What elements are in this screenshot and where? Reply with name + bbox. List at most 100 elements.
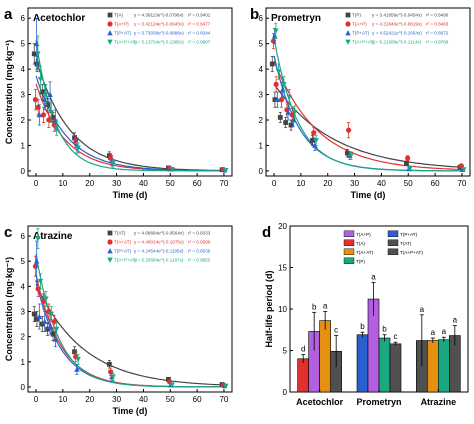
- data-point: [35, 286, 41, 292]
- y-tick-label: 15: [278, 264, 287, 273]
- legend-entry: T(A+P+AT): [114, 258, 137, 263]
- data-point: [273, 28, 279, 34]
- data-point: [36, 112, 43, 118]
- y-axis-label: Concentration (mg·kg⁻¹): [4, 257, 14, 361]
- bar: [438, 339, 450, 393]
- legend-equation: y = 5.13724e^(-0.1385x): [134, 40, 184, 45]
- data-point: [50, 115, 56, 120]
- x-tick-label: 20: [323, 179, 332, 188]
- data-point: [288, 122, 294, 128]
- legend-marker: [107, 21, 113, 27]
- bar: [319, 320, 331, 393]
- legend-equation: y = 4.52421e^(-0.1054x): [372, 31, 422, 36]
- y-tick-label: 4: [21, 65, 26, 74]
- data-point: [106, 361, 112, 367]
- series-0: [31, 43, 225, 173]
- data-point: [407, 165, 413, 172]
- y-tick-label: 6: [259, 14, 264, 23]
- data-point: [344, 150, 350, 156]
- y-tick-label: 3: [21, 308, 26, 317]
- data-point: [223, 168, 229, 174]
- panel-letter: a: [4, 6, 13, 23]
- y-tick-label: 3: [21, 91, 26, 100]
- fit-curve-0: [35, 283, 224, 386]
- legend-equation: y = 4.24544e^(-0.1105x): [134, 249, 184, 254]
- y-tick-label: 5: [21, 40, 26, 49]
- y-tick-label: 1: [21, 141, 26, 150]
- legend-entry: T(P+AT): [114, 249, 132, 254]
- data-point: [277, 115, 283, 120]
- legend-r2: r² = 0.8344: [188, 31, 211, 36]
- data-point: [35, 236, 41, 242]
- x-tick-label: 70: [219, 179, 228, 188]
- legend-r2: r² = 0.9401: [188, 13, 211, 18]
- x-tick-label: 50: [166, 179, 175, 188]
- fit-curve-3: [35, 40, 224, 172]
- series-3: [273, 22, 467, 173]
- data-point: [270, 38, 277, 44]
- legend-swatch: [343, 230, 355, 238]
- y-tick-label: 3: [259, 91, 264, 100]
- legend-marker: [107, 39, 113, 45]
- significance-label: a: [323, 301, 328, 310]
- x-tick-label: 50: [166, 395, 175, 404]
- data-point: [274, 96, 281, 103]
- panel-title: Prometryn: [271, 13, 321, 24]
- data-point: [169, 382, 175, 388]
- data-point: [46, 117, 52, 123]
- data-point: [106, 153, 112, 159]
- data-point: [32, 263, 39, 269]
- legend-swatch: [387, 239, 399, 247]
- legend-entry: T(A+P+AT): [400, 250, 423, 255]
- y-tick-label: 5: [21, 257, 26, 266]
- y-tick-label: 5: [259, 40, 264, 49]
- category-label: Atrazine: [421, 397, 457, 407]
- data-point: [75, 145, 81, 151]
- y-tick-label: 2: [259, 116, 264, 125]
- data-point: [404, 160, 409, 166]
- series-0: [31, 306, 225, 387]
- significance-label: c: [334, 326, 338, 335]
- panel-letter: c: [4, 224, 12, 241]
- series-2: [33, 240, 228, 389]
- y-tick-label: 2: [21, 333, 26, 342]
- x-tick-label: 30: [350, 179, 359, 188]
- data-point: [290, 117, 297, 123]
- legend-r2: r² = 0.8333: [188, 231, 211, 236]
- y-tick-label: 6: [21, 14, 26, 23]
- legend-entry: T(A+AT): [356, 250, 374, 255]
- y-tick-label: 2: [21, 116, 26, 125]
- data-point: [74, 366, 80, 372]
- data-point: [291, 109, 298, 116]
- panel-title: Acetochlor: [33, 13, 85, 24]
- legend-marker: [107, 30, 113, 36]
- series-1: [270, 33, 464, 169]
- legend-entry: T(A+P): [356, 232, 371, 237]
- data-point: [50, 331, 56, 337]
- data-point: [37, 278, 44, 285]
- data-point: [35, 104, 41, 110]
- significance-label: b: [360, 322, 365, 331]
- y-tick-label: 4: [21, 282, 26, 291]
- fit-curve-0: [35, 58, 224, 172]
- data-point: [31, 51, 37, 57]
- legend-entry: T(P+AT): [114, 31, 132, 36]
- data-point: [272, 97, 278, 103]
- data-point: [269, 61, 275, 67]
- data-point: [53, 125, 60, 131]
- legend-r2: r² = 0.9596: [188, 240, 211, 245]
- x-tick-label: 10: [296, 179, 305, 188]
- series-1: [32, 255, 226, 388]
- legend-entry: T(A+P): [114, 22, 129, 27]
- data-point: [280, 86, 286, 92]
- legend-r2: r² = 0.8463: [426, 22, 449, 27]
- legend-r2: r² = 0.8490: [426, 13, 449, 18]
- data-point: [313, 137, 319, 144]
- panel-b: 0 10 20 30 40 50 60 70 0 1 2 3 4 5 6 Time (d) b Prometryn…: [250, 6, 471, 200]
- data-point: [73, 137, 79, 143]
- panel-letter: b: [250, 6, 259, 23]
- data-point: [48, 109, 54, 116]
- y-tick-label: 6: [21, 232, 26, 241]
- x-tick-label: 30: [112, 395, 121, 404]
